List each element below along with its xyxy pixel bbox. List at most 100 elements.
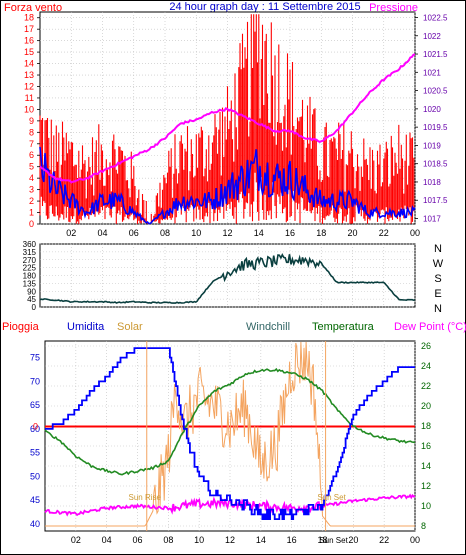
wind-tick-label: 0 <box>29 219 34 229</box>
time-tick-label: 16 <box>287 535 297 545</box>
wind-tick-label: 5 <box>29 162 34 172</box>
wind-tick-label: 18 <box>24 13 34 23</box>
legend-pioggia: Pioggia <box>2 321 40 333</box>
temperature-tick-label: 22 <box>421 381 431 391</box>
pressure-tick-label: 1019.5 <box>423 123 448 132</box>
time-tick-label: 12 <box>225 535 235 545</box>
temperature-tick-label: 20 <box>421 401 431 411</box>
wind-tick-label: 16 <box>24 36 34 46</box>
wind-tick-label: 7 <box>29 139 34 149</box>
legend-solar: Solar <box>117 321 143 333</box>
time-tick-label: 00 <box>410 535 420 545</box>
right-title: Pressione <box>369 2 418 14</box>
wind-tick-label: 4 <box>29 173 34 183</box>
wind-tick-label: 10 <box>24 104 34 114</box>
direction-tick-label: 0 <box>32 303 37 312</box>
direction-tick-label: 135 <box>23 279 37 288</box>
sunset-label: Sun Set <box>317 493 346 502</box>
time-tick-label: 10 <box>191 228 201 238</box>
temperature-tick-label: 26 <box>421 341 431 351</box>
wind-direction-grid <box>40 243 416 308</box>
humidity-tick-label: 45 <box>30 495 40 505</box>
solar-series <box>45 341 415 527</box>
wind-tick-label: 8 <box>29 127 34 137</box>
pressure-series <box>39 53 416 184</box>
time-axis-bottom: 02 04 06 08 10 12 14 16 18 20 22 00 <box>71 535 420 545</box>
pressure-tick-label: 1020 <box>423 105 441 114</box>
wind-tick-label: 17 <box>24 24 34 34</box>
wind-tick-label: 6 <box>29 150 34 160</box>
time-tick-label: 00 <box>410 228 420 238</box>
time-tick-label: 06 <box>129 228 139 238</box>
compass-label: S <box>434 273 441 285</box>
time-tick-label: 02 <box>66 228 76 238</box>
humidity-tick-label: 65 <box>30 400 40 410</box>
wind-tick-label: 12 <box>24 81 34 91</box>
wind-direction-series <box>39 253 416 304</box>
humidity-tick-label: 60 <box>30 424 40 434</box>
time-tick-label: 08 <box>160 228 170 238</box>
temperature-tick-label: 10 <box>421 501 431 511</box>
wind-direction-series <box>39 253 416 304</box>
time-tick-label: 12 <box>222 228 232 238</box>
left-title: Forza vento <box>4 2 62 14</box>
pressure-tick-label: 1022.5 <box>423 13 448 22</box>
temperature-series <box>44 367 416 476</box>
time-tick-label: 14 <box>256 535 266 545</box>
temperature-axis: 8 10 12 14 16 18 20 22 24 26 <box>421 341 431 531</box>
pressure-tick-label: 1018 <box>423 178 441 187</box>
direction-tick-label: 90 <box>27 287 36 296</box>
direction-tick-label: 315 <box>23 248 37 257</box>
time-tick-label: 22 <box>379 228 389 238</box>
humidity-temperature-series <box>44 341 416 527</box>
temperature-tick-label: 24 <box>421 361 431 371</box>
wind-tick-label: 9 <box>29 116 34 126</box>
compass-label: W <box>433 258 444 270</box>
time-tick-label: 20 <box>348 535 358 545</box>
legend-windchill: Windchill <box>246 321 290 333</box>
wind-average-series <box>39 146 416 225</box>
time-tick-label: 22 <box>379 535 389 545</box>
time-tick-label: 16 <box>285 228 295 238</box>
legend-umidita: Umidita <box>67 321 105 333</box>
pressure-tick-label: 1021.5 <box>423 50 448 59</box>
direction-tick-label: 270 <box>23 256 37 265</box>
time-tick-label: 20 <box>347 228 357 238</box>
humidity-temperature-panel: 40 45 50 55 60 65 70 75 0 8 10 12 14 16 18 20 22 24 26 02… <box>30 340 431 545</box>
time-tick-label: 04 <box>102 535 112 545</box>
humidity-tick-label: 55 <box>30 448 40 458</box>
wind-tick-label: 15 <box>24 47 34 57</box>
wind-tick-label: 2 <box>29 196 34 206</box>
pressure-tick-label: 1018.5 <box>423 160 448 169</box>
humidity-tick-label: 70 <box>30 376 40 386</box>
temperature-tick-label: 8 <box>421 521 426 531</box>
humidity-axis: 40 45 50 55 60 65 70 75 0 <box>30 353 40 529</box>
wind-tick-label: 1 <box>29 208 34 218</box>
pressure-tick-label: 1019 <box>423 141 441 150</box>
wind-tick-label: 14 <box>24 59 34 69</box>
sun-annotations: Sun Rise Sun Set Sun Set <box>129 341 349 545</box>
direction-tick-label: 360 <box>23 240 37 249</box>
time-tick-label: 14 <box>254 228 264 238</box>
direction-tick-label: 180 <box>23 272 37 281</box>
sunset-axis-label: Sun Set <box>319 536 348 545</box>
legend-temperatura: Temperatura <box>312 321 375 333</box>
pressure-tick-label: 1017.5 <box>423 196 448 205</box>
time-axis-top: 02 04 06 08 10 12 14 16 18 20 22 00 <box>66 228 420 238</box>
temperature-tick-label: 14 <box>421 461 431 471</box>
wind-tick-label: 11 <box>25 93 34 103</box>
wind-tick-label: 3 <box>29 185 34 195</box>
pressure-tick-label: 1017 <box>423 215 441 224</box>
direction-tick-label: 45 <box>27 295 36 304</box>
sunrise-label: Sun Rise <box>129 493 162 502</box>
time-tick-label: 02 <box>71 535 81 545</box>
temperature-tick-label: 16 <box>421 441 431 451</box>
pressure-tick-label: 1022 <box>423 32 441 41</box>
temperature-tick-label: 12 <box>421 481 431 491</box>
